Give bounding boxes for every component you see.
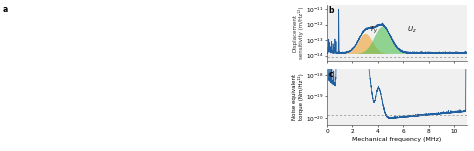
Text: $T_y$: $T_y$ — [369, 24, 378, 36]
Text: a: a — [2, 5, 8, 14]
Text: b: b — [328, 6, 334, 15]
Text: c: c — [328, 70, 333, 79]
X-axis label: Mechanical frequency (MHz): Mechanical frequency (MHz) — [352, 137, 442, 142]
Text: $U_z$: $U_z$ — [407, 25, 417, 35]
Y-axis label: Noise equivalent
torque (Nm/Hz¹²): Noise equivalent torque (Nm/Hz¹²) — [292, 74, 304, 120]
Y-axis label: Displacement
sensitivity (m/Hz¹²): Displacement sensitivity (m/Hz¹²) — [292, 7, 304, 59]
